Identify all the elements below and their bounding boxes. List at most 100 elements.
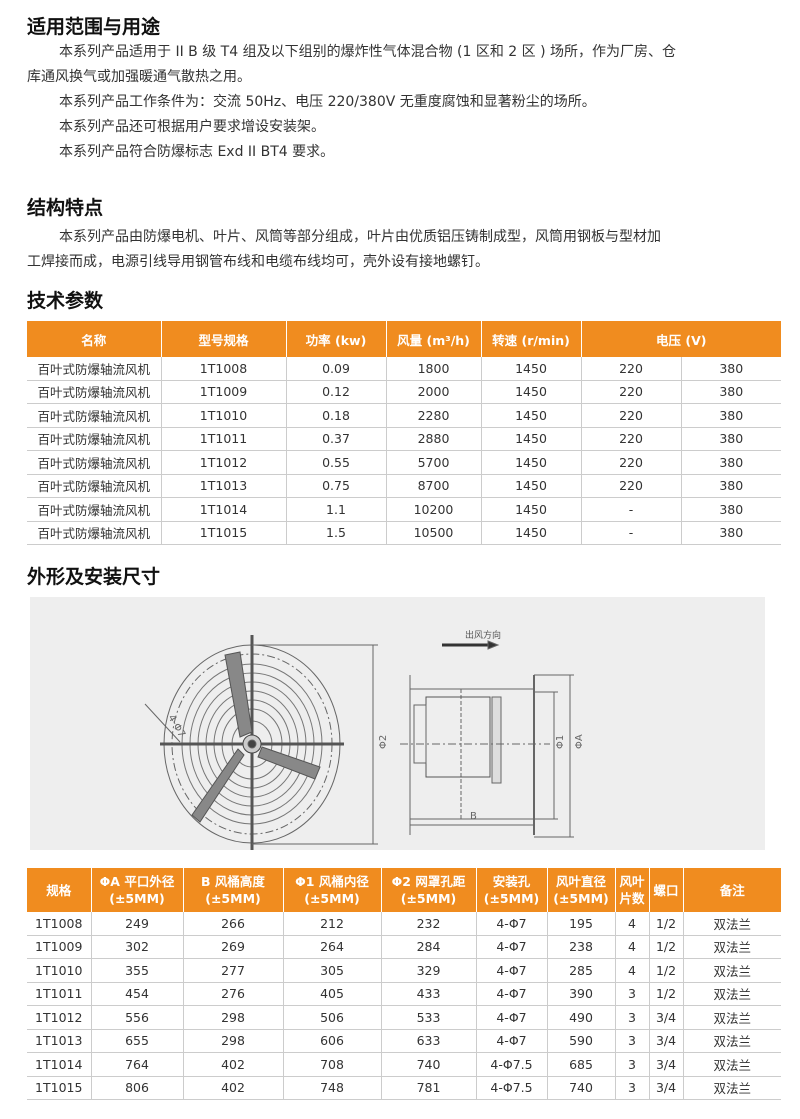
- col-header: 功率 (kw): [286, 321, 387, 357]
- table-cell: 402: [183, 1076, 284, 1100]
- header-line: B 风桶高度: [201, 874, 265, 889]
- table-cell: 4-Φ7: [476, 1029, 548, 1053]
- header-line: (±5MM): [483, 891, 540, 906]
- table-cell: 305: [283, 958, 382, 983]
- header-line: 风叶: [619, 874, 645, 889]
- table-cell: 1T1012: [161, 450, 287, 475]
- table-cell: 284: [381, 935, 477, 959]
- table-cell: 1T1014: [27, 1052, 92, 1077]
- table-cell: 1450: [481, 521, 582, 545]
- table-cell: 百叶式防爆轴流风机: [27, 403, 162, 428]
- table-row: 1T1011 454 276 405 433 4-Φ7 390 3 1/2 双法兰: [27, 982, 781, 1006]
- table-cell: 232: [381, 912, 477, 936]
- table-cell: 1T1009: [27, 935, 92, 959]
- section-title-structure: 结构特点: [27, 197, 104, 219]
- table-cell: 708: [283, 1052, 382, 1077]
- col-header: Φ1 风桶内径 (±5MM): [283, 868, 382, 912]
- col-header: 风叶直径 (±5MM): [547, 868, 616, 912]
- header-line: (±5MM): [553, 891, 609, 906]
- table-cell: 4-Φ7: [476, 1005, 548, 1030]
- table-cell: 764: [91, 1052, 184, 1077]
- table-cell: 双法兰: [683, 1052, 781, 1077]
- col-header: 转速 (r/min): [481, 321, 582, 357]
- text-line: 本系列产品工作条件为：交流 50Hz、电压 220/380V 无重度腐蚀和显著粉…: [59, 94, 596, 110]
- col-header: 安装孔 (±5MM): [476, 868, 548, 912]
- table-cell: 1450: [481, 380, 582, 404]
- table-cell: 606: [283, 1029, 382, 1053]
- table-cell: 4-Φ7.5: [476, 1076, 548, 1100]
- table-cell: 2000: [386, 380, 482, 404]
- table-cell: 633: [381, 1029, 477, 1053]
- table-cell: 1T1015: [161, 521, 287, 545]
- table-cell: 0.37: [286, 427, 387, 451]
- table-cell: 4-Φ7: [476, 958, 548, 983]
- table-cell: 1450: [481, 450, 582, 475]
- table-cell: 1T1008: [27, 912, 92, 936]
- table-row: 百叶式防爆轴流风机 1T1013 0.75 8700 1450 220 380: [27, 474, 781, 498]
- section-title-tech: 技术参数: [27, 290, 104, 312]
- table-cell: 402: [183, 1052, 284, 1077]
- section-title-usage: 适用范围与用途: [27, 16, 161, 38]
- table-cell: 277: [183, 958, 284, 983]
- table-cell: 380: [681, 403, 781, 428]
- table-cell: 1450: [481, 357, 582, 381]
- text-line: 本系列产品符合防爆标志 Exd II BT4 要求。: [59, 144, 335, 160]
- table-cell: 双法兰: [683, 1005, 781, 1030]
- table-cell: 1T1008: [161, 357, 287, 381]
- table-cell: 490: [547, 1005, 616, 1030]
- table-cell: 740: [381, 1052, 477, 1077]
- table-cell: 10200: [386, 497, 482, 522]
- table-cell: 1/2: [649, 958, 684, 983]
- table-cell: 双法兰: [683, 1029, 781, 1053]
- table-cell: 1T1012: [27, 1005, 92, 1030]
- header-line: (±5MM): [304, 891, 360, 906]
- table-cell: 2280: [386, 403, 482, 428]
- table-cell: 655: [91, 1029, 184, 1053]
- table-row: 百叶式防爆轴流风机 1T1011 0.37 2880 1450 220 380: [27, 427, 781, 451]
- dimensions-table: 规格 ΦA 平口外径 (±5MM) B 风桶高度 (±5MM) Φ1 风桶内径 (±5MM)…: [27, 868, 781, 1100]
- table-cell: 1450: [481, 474, 582, 498]
- table-cell: 4-Φ7: [476, 935, 548, 959]
- table-cell: 0.18: [286, 403, 387, 428]
- phi2-label: Φ2: [378, 735, 389, 749]
- table-cell: 1450: [481, 427, 582, 451]
- table-cell: -: [581, 521, 682, 545]
- table-cell: 1/2: [649, 912, 684, 936]
- table-cell: 3: [615, 1052, 650, 1077]
- table-cell: 238: [547, 935, 616, 959]
- table-cell: 4: [615, 958, 650, 983]
- table-cell: 1.1: [286, 497, 387, 522]
- table-cell: 285: [547, 958, 616, 983]
- table-cell: 0.55: [286, 450, 387, 475]
- table-cell: 1T1011: [161, 427, 287, 451]
- table-cell: 302: [91, 935, 184, 959]
- header-line: 螺口: [653, 882, 679, 898]
- table-cell: 10500: [386, 521, 482, 545]
- table-row: 1T1012 556 298 506 533 4-Φ7 490 3 3/4 双法兰: [27, 1005, 781, 1030]
- table-cell: 4: [615, 935, 650, 959]
- table-cell: 4-Φ7.5: [476, 1052, 548, 1077]
- col-header: 风量 (m³/h): [386, 321, 482, 357]
- table-cell: 8700: [386, 474, 482, 498]
- table-cell: 380: [681, 380, 781, 404]
- table-cell: 4-Φ7: [476, 912, 548, 936]
- table-cell: 双法兰: [683, 958, 781, 983]
- table-cell: 264: [283, 935, 382, 959]
- table-cell: 3: [615, 1005, 650, 1030]
- table-cell: 1450: [481, 403, 582, 428]
- table-cell: 1T1009: [161, 380, 287, 404]
- table-cell: 1800: [386, 357, 482, 381]
- table-cell: 269: [183, 935, 284, 959]
- text-line: 工焊接而成，电源引线导用钢管布线和电缆布线均可，壳外设有接地螺钉。: [27, 254, 489, 270]
- side-view: 出风方向 Φ1 ΦA B: [400, 629, 585, 838]
- col-header: 型号规格: [161, 321, 287, 357]
- table-cell: 1450: [481, 497, 582, 522]
- table-cell: 355: [91, 958, 184, 983]
- col-header: B 风桶高度 (±5MM): [183, 868, 284, 912]
- header-line: 备注: [719, 882, 745, 898]
- header-line: 片数: [619, 891, 645, 906]
- table-cell: 1/2: [649, 982, 684, 1006]
- table-cell: 双法兰: [683, 912, 781, 936]
- table-cell: 4-Φ7: [476, 982, 548, 1006]
